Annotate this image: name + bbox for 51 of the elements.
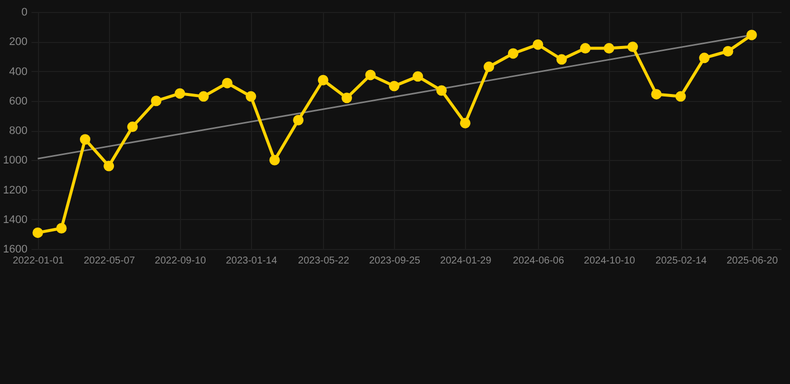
point [174,88,186,99]
y-tick-label: 800 [9,125,28,137]
y-tick-label: 1200 [3,184,28,196]
point [699,52,710,64]
x-tick-label: 2025-02-14 [656,256,708,266]
point [484,62,494,72]
point [436,85,447,96]
y-tick-label: 1400 [3,214,28,226]
x-tick-label: 2023-01-14 [226,256,278,266]
point [269,154,280,166]
point [604,43,614,54]
point [104,160,114,172]
y-tick-label: 1000 [3,154,28,167]
point [556,54,567,65]
x-tick-label: 2024-01-29 [440,256,492,266]
point [460,118,470,128]
x-tick-label: 2023-09-25 [369,256,421,266]
point [222,78,232,88]
point [365,70,376,80]
point [722,46,734,56]
x-tick-label: 2022-05-07 [84,256,136,266]
point [746,30,757,40]
point [342,92,352,104]
point [388,80,400,92]
y-tick-label: 200 [9,36,28,48]
point [198,91,209,102]
y-tick-label: 1600 [3,244,28,256]
y-tick-label: 400 [9,66,28,78]
x-tick-label: 2022-09-10 [154,256,206,266]
point [532,39,544,50]
x-tick-label: 2025-06-20 [726,256,778,266]
y-tick-label: 0 [21,6,28,18]
x-tick-label: 2022-01-01 [12,256,64,266]
x-tick-label: 2024-06-06 [512,256,564,266]
x-tick-label: 2024-10-10 [584,256,636,266]
point [293,114,304,126]
point [412,71,424,82]
point [318,74,328,86]
point [651,88,662,100]
point [580,43,591,54]
x-tick-label: 2023-05-22 [298,256,350,266]
point [246,91,256,102]
point [627,42,638,52]
point [80,134,90,145]
point [127,122,138,132]
point [32,227,44,238]
point [56,223,67,234]
point [150,96,162,106]
point [675,91,686,102]
y-tick-label: 600 [9,95,28,108]
point [508,48,518,59]
